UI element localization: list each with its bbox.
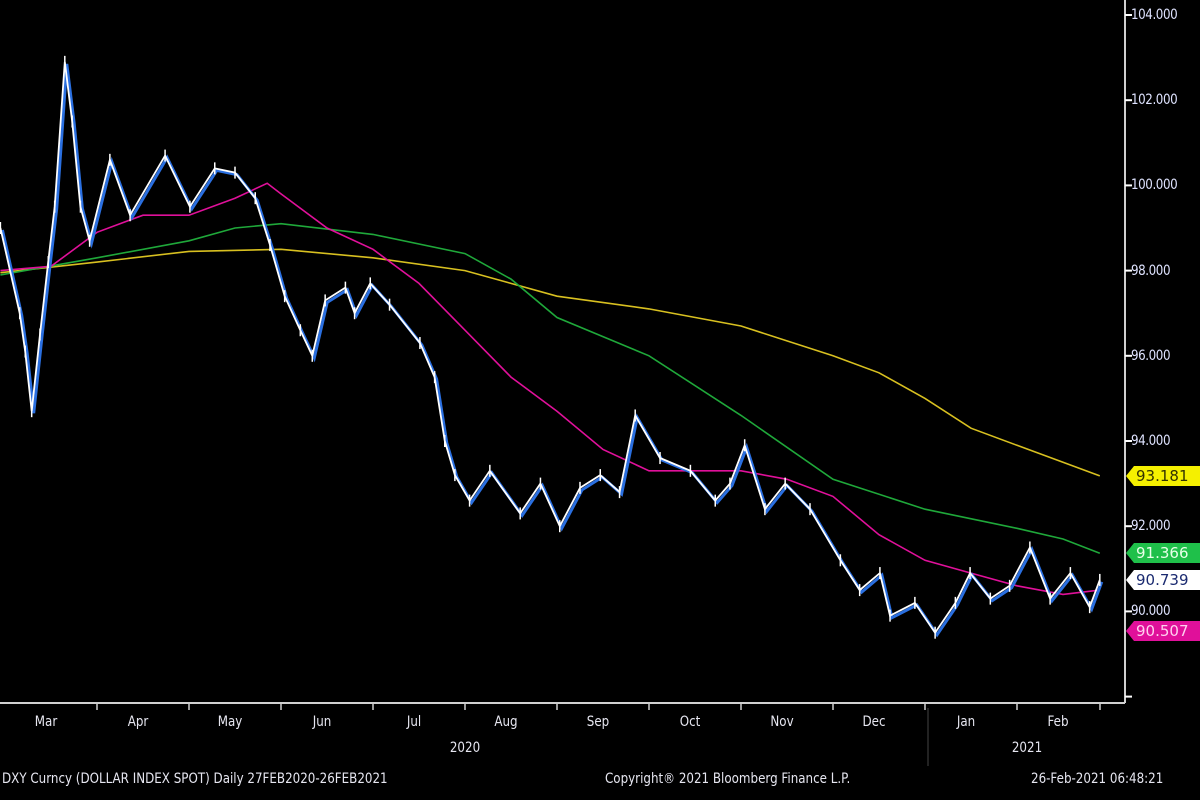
last-value-tag: 90.507	[1126, 621, 1200, 641]
year-label: 2021	[1011, 740, 1043, 756]
y-tick-label: 94.000	[1131, 433, 1171, 449]
y-tick-label: 100.000	[1131, 177, 1178, 193]
y-tick-label: 92.000	[1131, 518, 1171, 534]
moving-average-line	[0, 248, 1101, 477]
month-label: May	[218, 714, 243, 730]
chart-series	[0, 55, 1104, 639]
chart-axes	[0, 0, 1132, 766]
y-tick-label: 102.000	[1131, 92, 1178, 108]
month-label: Feb	[1047, 714, 1069, 730]
y-tick-label: 98.000	[1131, 263, 1171, 279]
month-label: Oct	[680, 714, 701, 730]
timestamp: 26-Feb-2021 06:48:21	[1031, 771, 1164, 787]
month-label: Aug	[494, 714, 519, 730]
last-value-tag: 93.181	[1126, 466, 1200, 486]
month-label: Jul	[407, 714, 422, 730]
month-label: Sep	[587, 714, 610, 730]
y-tick-label: 90.000	[1131, 603, 1171, 619]
moving-average-line	[0, 222, 1101, 554]
security-description: DXY Curncy (DOLLAR INDEX SPOT) Daily 27F…	[2, 771, 388, 787]
month-label: Jan	[957, 714, 976, 730]
last-value-tag: 91.366	[1126, 543, 1200, 563]
copyright-notice: Copyright® 2021 Bloomberg Finance L.P.	[605, 771, 851, 787]
last-value-tag: 90.739	[1126, 570, 1200, 590]
month-label: Mar	[35, 714, 58, 730]
price-line-shadow	[0, 63, 1104, 638]
y-tick-label: 96.000	[1131, 348, 1171, 364]
year-label: 2020	[449, 740, 481, 756]
month-label: Apr	[128, 714, 149, 730]
month-label: Nov	[770, 714, 795, 730]
month-label: Dec	[862, 714, 886, 730]
y-tick-label: 104.000	[1131, 7, 1178, 23]
month-label: Jun	[313, 714, 332, 730]
price-line	[0, 61, 1101, 635]
moving-average-line	[0, 182, 1100, 596]
